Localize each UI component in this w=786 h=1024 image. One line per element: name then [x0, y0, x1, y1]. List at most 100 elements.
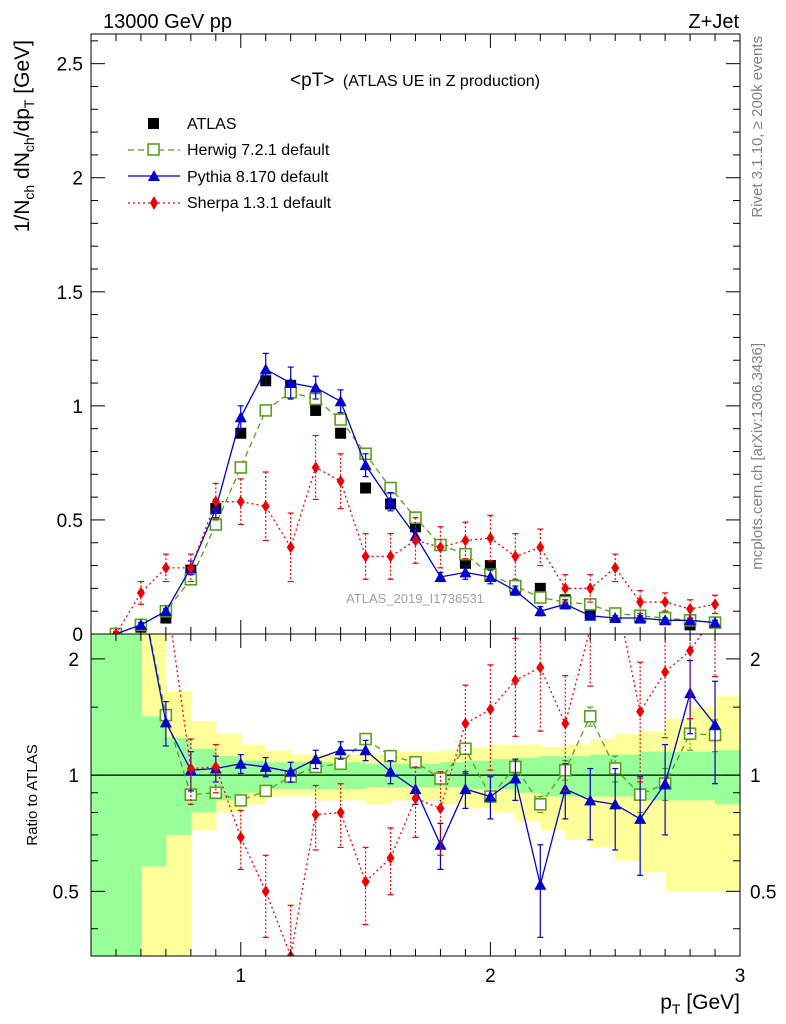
sherpa-point — [561, 582, 570, 595]
plot-title-sub: (ATLAS UE in Z production) — [343, 73, 540, 90]
analysis-watermark: ATLAS_2019_I1736531 — [346, 591, 484, 606]
pythia-point — [259, 760, 272, 772]
y-tick-label: 2 — [72, 169, 83, 190]
sherpa-point — [711, 598, 720, 611]
y-tick-label: 1.5 — [57, 283, 83, 304]
pythia-point — [659, 777, 672, 789]
legend-entry-atlas: ATLAS — [148, 116, 237, 133]
process-label: Z+Jet — [688, 11, 739, 33]
rivet-label: Rivet 3.1.10, ≥ 200k events — [749, 36, 766, 218]
green-band-segment — [690, 751, 716, 801]
y-tick-label: 1 — [72, 397, 83, 418]
pythia-point — [509, 772, 522, 784]
atlas-point — [484, 560, 496, 572]
ylabel-part-4: ch — [21, 137, 37, 152]
pythia-point — [509, 584, 522, 596]
ylabel-part-3: dN — [11, 152, 34, 185]
herwig-point — [583, 710, 597, 723]
ratio-plot-ticks: 0.5 0.5 1 1 2 2 1 2 3 — [53, 634, 776, 987]
herwig-point — [259, 784, 273, 798]
herwig-point — [534, 591, 547, 604]
ratio-y-tick-label: 0.5 — [53, 882, 79, 903]
green-band-segment — [190, 748, 217, 813]
pythia-point — [634, 812, 647, 824]
atlas-point — [335, 427, 347, 439]
pythia-point — [284, 765, 297, 777]
herwig-point — [234, 461, 248, 474]
pythia-point — [234, 411, 247, 423]
y-tick-label: 2.5 — [57, 55, 83, 76]
pythia-point — [309, 381, 322, 393]
pythia-point — [609, 798, 622, 810]
sherpa-point — [386, 851, 395, 864]
legend: ATLAS Herwig 7.2.1 default Pythia 8.170 … — [128, 116, 332, 212]
sherpa-point — [661, 665, 670, 678]
sherpa-point — [636, 596, 645, 609]
sherpa-point — [261, 500, 270, 513]
xlabel-unit: [GeV] — [680, 991, 740, 1014]
plot-title: <pT> (ATLAS UE in Z production) — [290, 70, 540, 91]
main-plot-ticks: 0 0.5 1 1.5 2 2.5 — [57, 34, 740, 646]
legend-sherpa-marker — [150, 196, 158, 210]
sherpa-point — [586, 582, 595, 595]
legend-atlas-label: ATLAS — [187, 116, 237, 133]
main-plot-panel: 0 0.5 1 1.5 2 2.5 <pT> (ATLAS UE in Z product… — [11, 33, 741, 646]
main-y-axis-label: 1/Nch dNch/dpT [GeV] — [11, 40, 37, 232]
sherpa-point — [686, 644, 695, 657]
sherpa-point — [636, 705, 645, 718]
pythia-point — [459, 566, 472, 578]
ratio-y-tick-label: 1 — [68, 766, 79, 787]
legend-atlas-marker — [148, 118, 159, 129]
sherpa-point — [436, 541, 445, 554]
pythia-point — [559, 598, 572, 610]
green-band-segment — [715, 750, 740, 805]
pythia-point — [659, 614, 672, 626]
sherpa-point — [486, 703, 495, 716]
sherpa-point — [461, 717, 470, 730]
ratio-y-tick-label-right: 1 — [750, 766, 761, 787]
sherpa-point — [186, 561, 195, 574]
pythia-point — [534, 605, 547, 617]
pythia-point — [234, 757, 247, 769]
herwig-point — [459, 742, 472, 756]
legend-pythia-marker — [148, 170, 160, 181]
pythia-point — [359, 459, 372, 471]
legend-entry-sherpa: Sherpa 1.3.1 default — [128, 195, 332, 212]
pythia-point — [359, 744, 372, 756]
sherpa-point — [611, 561, 620, 574]
energy-label: 13000 GeV pp — [103, 11, 232, 33]
ratio-y-tick-label-right: 2 — [750, 650, 761, 671]
pythia-point — [334, 744, 347, 756]
pythia-point — [609, 612, 622, 624]
herwig-point — [459, 547, 472, 561]
sherpa-point — [186, 762, 195, 775]
herwig-point — [409, 755, 422, 769]
sherpa-point — [511, 674, 520, 687]
sherpa-point — [661, 596, 670, 609]
x-tick-label: 2 — [485, 966, 496, 987]
herwig-point — [259, 404, 273, 417]
y-tick-label: 0 — [72, 625, 83, 646]
green-band-segment — [91, 634, 142, 956]
pythia-point — [384, 765, 397, 777]
sherpa-point — [411, 534, 420, 547]
legend-entry-pythia: Pythia 8.170 default — [128, 169, 329, 186]
pythia-point — [434, 570, 447, 582]
mcplots-label: mcplots.cern.ch [arXiv:1306.3436] — [749, 343, 766, 570]
ylabel-part-7: [GeV] — [11, 40, 34, 100]
sherpa-point — [311, 808, 320, 821]
legend-herwig-marker — [147, 143, 160, 156]
sherpa-point — [361, 875, 370, 888]
xlabel-main: p — [660, 991, 672, 1014]
legend-pythia-label: Pythia 8.170 default — [187, 169, 329, 186]
sherpa-point — [536, 661, 545, 674]
atlas-point — [360, 482, 372, 494]
sherpa-point — [261, 885, 270, 898]
sherpa-point — [686, 602, 695, 615]
sherpa-point — [311, 461, 320, 474]
pythia-point — [709, 718, 722, 730]
ratio-series — [148, 634, 722, 956]
sherpa-point — [386, 550, 395, 563]
herwig-point — [384, 749, 397, 763]
sherpa-point — [461, 534, 470, 547]
